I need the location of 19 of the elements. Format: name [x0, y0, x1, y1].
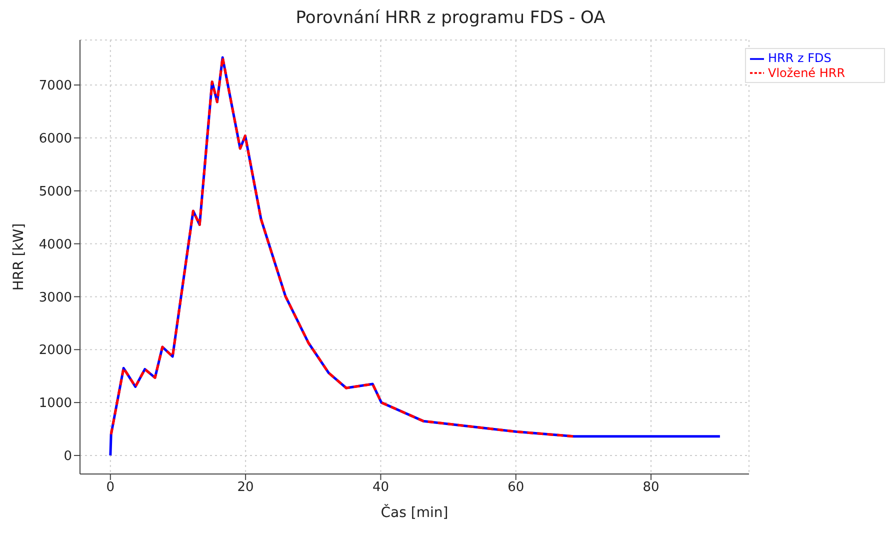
y-tick-label: 4000: [38, 237, 72, 252]
chart-title: Porovnání HRR z programu FDS - OA: [294, 8, 606, 28]
legend-label: Vložené HRR: [768, 66, 846, 80]
y-tick-label: 0: [64, 449, 72, 464]
y-tick-label: 1000: [38, 396, 72, 412]
x-tick-label: 0: [106, 480, 115, 496]
line-series: [110, 56, 576, 438]
y-tick-label: 2000: [38, 343, 72, 358]
x-tick-label: 60: [508, 480, 524, 496]
x-tick-label: 80: [642, 480, 660, 496]
y-tick-label: 6000: [38, 132, 72, 147]
y-axis-title: HRR [kW]: [10, 223, 27, 291]
y-tick-label: 5000: [38, 184, 72, 200]
x-axis-title: Čas [min]: [380, 504, 448, 521]
legend-label: HRR z FDS: [768, 51, 832, 65]
x-tick-label: 20: [237, 480, 254, 496]
y-tick-label: 7000: [38, 78, 72, 94]
y-tick-label: 3000: [38, 290, 72, 306]
x-tick-label: 40: [372, 480, 389, 496]
